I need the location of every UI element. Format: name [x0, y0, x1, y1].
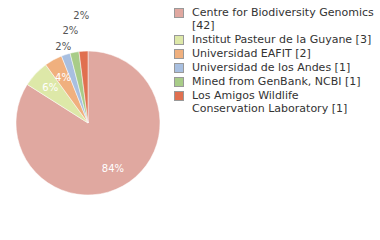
html-text:Mined from GenBank, NCBI [1]: Mined from GenBank, NCBI [1] [192, 75, 361, 88]
html-text:Universidad EAFIT [2]: Universidad EAFIT [2] [192, 47, 311, 60]
svg-text:84%: 84% [102, 163, 124, 174]
svg-text:2%: 2% [73, 10, 89, 21]
html-text:Los Amigos Wildlife Conservati: Los Amigos Wildlife Conservation Laborat… [192, 89, 348, 115]
svg-text:2%: 2% [55, 41, 71, 52]
html-text:Centre for Biodiversity Genomi: Centre for Biodiversity Genomics [42] [192, 6, 374, 32]
svg-text:4%: 4% [55, 72, 71, 83]
html-text:Institut Pasteur de la Guyane: Institut Pasteur de la Guyane [3] [192, 33, 372, 46]
html-text:Universidad de los Andes [1]: Universidad de los Andes [1] [192, 61, 351, 74]
svg-text:2%: 2% [62, 25, 78, 36]
svg-text:6%: 6% [42, 82, 58, 93]
